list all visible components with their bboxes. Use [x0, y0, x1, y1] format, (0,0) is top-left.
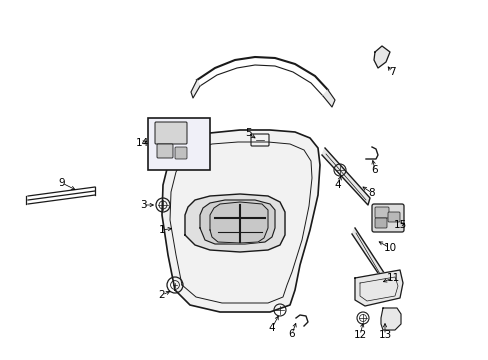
Text: 12: 12: [353, 330, 366, 340]
Text: 4: 4: [268, 323, 275, 333]
Polygon shape: [162, 130, 319, 312]
FancyBboxPatch shape: [155, 122, 186, 144]
Text: 11: 11: [386, 273, 399, 283]
Text: 9: 9: [59, 178, 65, 188]
Polygon shape: [373, 46, 389, 68]
Text: 7: 7: [388, 67, 394, 77]
Bar: [148, 118, 209, 170]
Polygon shape: [351, 228, 389, 288]
Text: 6: 6: [371, 165, 378, 175]
FancyBboxPatch shape: [374, 218, 386, 228]
FancyBboxPatch shape: [175, 147, 186, 159]
Text: 10: 10: [383, 243, 396, 253]
Polygon shape: [209, 202, 267, 243]
FancyBboxPatch shape: [387, 212, 399, 222]
Text: 2: 2: [159, 290, 165, 300]
Text: 14: 14: [135, 138, 148, 148]
Polygon shape: [200, 200, 274, 244]
Text: 5: 5: [244, 128, 251, 138]
Text: 4: 4: [334, 180, 341, 190]
Text: 13: 13: [378, 330, 391, 340]
Polygon shape: [354, 270, 402, 306]
Text: 6: 6: [288, 329, 295, 339]
Polygon shape: [321, 148, 369, 205]
Polygon shape: [184, 194, 285, 252]
Text: 8: 8: [368, 188, 375, 198]
Polygon shape: [191, 80, 200, 98]
Polygon shape: [380, 308, 400, 330]
Text: 3: 3: [140, 200, 146, 210]
Text: 1: 1: [159, 225, 165, 235]
FancyBboxPatch shape: [157, 144, 173, 158]
FancyBboxPatch shape: [371, 204, 403, 232]
Text: 15: 15: [392, 220, 406, 230]
FancyBboxPatch shape: [374, 207, 388, 218]
Polygon shape: [323, 90, 334, 107]
